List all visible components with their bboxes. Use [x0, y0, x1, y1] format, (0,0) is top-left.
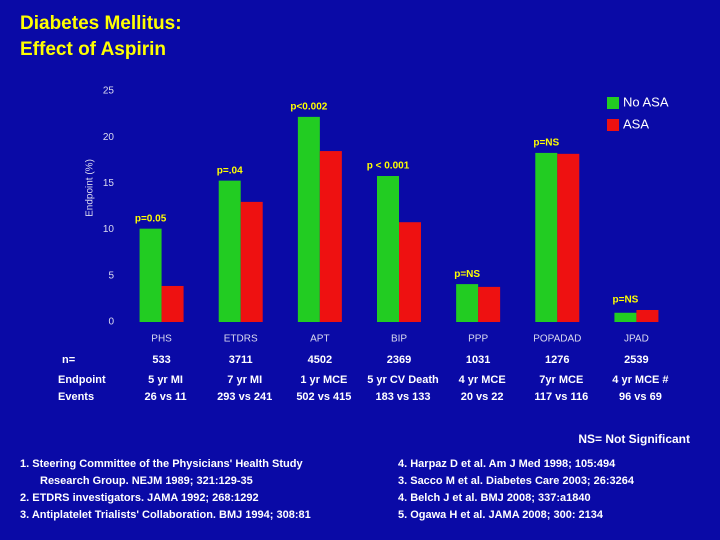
legend-swatch [607, 119, 619, 131]
reference: 3. Antiplatelet Trialists' Collaboration… [20, 509, 311, 521]
bar [399, 222, 421, 322]
annotation: p<0.002 [290, 102, 327, 113]
bar [139, 228, 162, 322]
row-cell: 4502 [308, 354, 332, 366]
x-tick-label: ETDRS [224, 334, 258, 345]
y-tick-label: 5 [108, 270, 114, 281]
row-cell: 1031 [466, 354, 490, 366]
annotation: p=.04 [217, 165, 243, 176]
reference: 4. Belch J et al. BMJ 2008; 337:a1840 [398, 492, 591, 504]
row-cell: 2539 [624, 354, 648, 366]
bar [478, 286, 501, 322]
x-tick-label: APT [310, 334, 329, 345]
bar [535, 152, 558, 322]
row-label: Events [58, 391, 94, 403]
y-tick-label: 0 [108, 317, 114, 328]
row-cell: 7yr MCE [539, 374, 583, 386]
bar [319, 151, 342, 322]
bar [456, 284, 479, 322]
bar [614, 312, 637, 322]
legend-label: ASA [623, 116, 649, 131]
row-cell: 5 yr CV Death [367, 374, 439, 386]
reference: 1. Steering Committee of the Physicians'… [20, 458, 303, 470]
row-cell: 183 vs 133 [375, 391, 430, 403]
row-cell: 1 yr MCE [300, 374, 347, 386]
y-tick-label: 15 [103, 178, 115, 189]
annotation: p=NS [613, 295, 639, 306]
row-cell: 26 vs 11 [144, 391, 186, 403]
annotation: p=0.05 [135, 213, 167, 224]
bar [218, 180, 241, 322]
row-label: n= [62, 354, 75, 366]
row-cell: 5 yr MI [148, 374, 183, 386]
reference: 3. Sacco M et al. Diabetes Care 2003; 26… [398, 475, 635, 487]
row-label: Endpoint [58, 374, 106, 386]
row-cell: 3711 [229, 354, 253, 366]
x-tick-label: POPADAD [533, 334, 581, 345]
row-cell: 4 yr MCE [459, 374, 506, 386]
legend-swatch [607, 97, 619, 109]
row-cell: 1276 [545, 354, 569, 366]
y-tick-label: 10 [103, 224, 115, 235]
x-tick-label: JPAD [624, 334, 649, 345]
row-cell: 96 vs 69 [619, 391, 662, 403]
bar [161, 285, 184, 322]
row-cell: 4 yr MCE # [612, 374, 668, 386]
row-cell: 117 vs 116 [534, 391, 588, 403]
reference: Research Group. NEJM 1989; 321:129-35 [40, 475, 253, 487]
bar [240, 201, 263, 322]
annotation: p=NS [454, 269, 480, 280]
x-tick-label: PPP [468, 334, 488, 345]
row-cell: 293 vs 241 [217, 391, 272, 403]
reference: 5. Ogawa H et al. JAMA 2008; 300: 2134 [398, 509, 604, 521]
footnote: NS= Not Significant [578, 432, 690, 446]
bar [636, 309, 659, 322]
row-cell: 2369 [387, 354, 411, 366]
slide-title: Diabetes Mellitus: [20, 13, 182, 34]
row-cell: 7 yr MI [227, 374, 262, 386]
annotation: p < 0.001 [367, 161, 410, 172]
annotation: p=NS [533, 138, 559, 149]
row-cell: 502 vs 415 [296, 391, 351, 403]
bar [377, 176, 399, 322]
y-axis-label: Endpoint (%) [85, 159, 96, 217]
y-tick-label: 20 [103, 132, 115, 143]
bar [297, 116, 320, 322]
bar [557, 153, 580, 322]
reference: 2. ETDRS investigators. JAMA 1992; 268:1… [20, 492, 259, 504]
y-tick-label: 25 [103, 86, 115, 97]
row-cell: 533 [152, 354, 170, 366]
slide-title: Effect of Aspirin [20, 39, 166, 60]
x-tick-label: BIP [391, 334, 407, 345]
reference: 4. Harpaz D et al. Am J Med 1998; 105:49… [398, 458, 616, 470]
legend-label: No ASA [623, 94, 669, 109]
x-tick-label: PHS [151, 334, 172, 345]
row-cell: 20 vs 22 [461, 391, 504, 403]
